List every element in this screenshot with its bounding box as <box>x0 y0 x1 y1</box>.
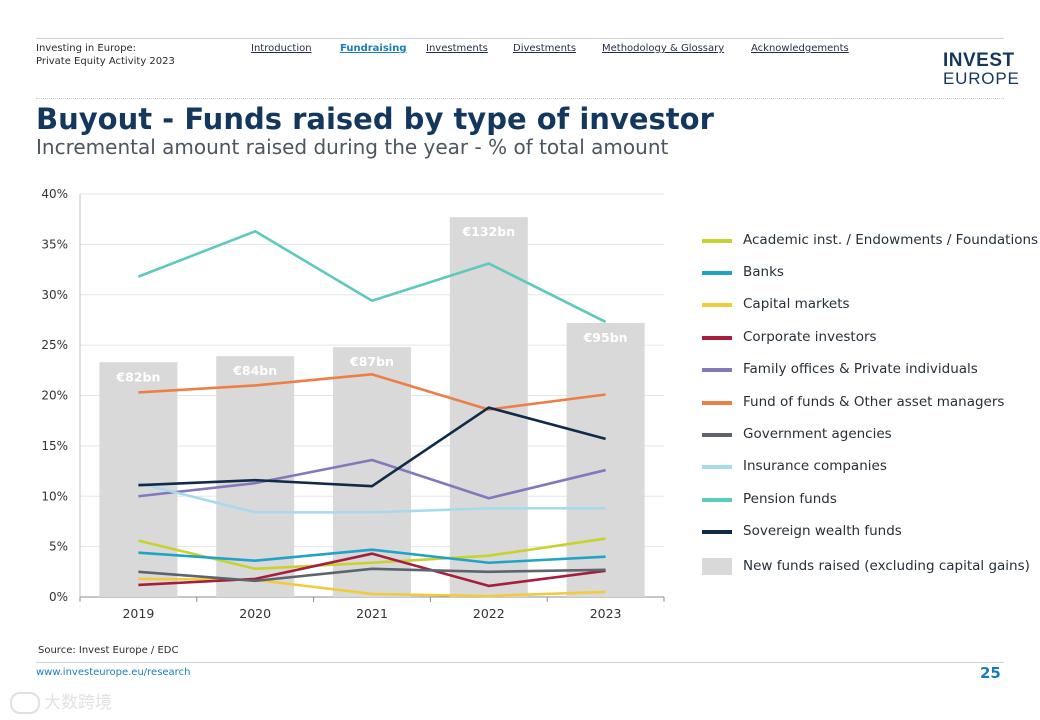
series-line-pension-funds <box>137 229 607 324</box>
legend-swatch <box>702 498 732 502</box>
bar-data-label: €95bn <box>583 330 628 345</box>
legend-label: Academic inst. / Endowments / Foundation… <box>743 232 1039 248</box>
watermark: 大数跨境 <box>10 688 112 714</box>
x-tick-label: 2020 <box>239 606 271 621</box>
bar-data-label: €84bn <box>232 363 277 378</box>
series-line-banks <box>138 548 606 565</box>
y-tick-label: 35% <box>41 237 68 251</box>
y-tick-label: 30% <box>41 288 68 302</box>
watermark-text: 大数跨境 <box>44 693 112 713</box>
report-title-line1: Investing in Europe: <box>36 43 136 54</box>
watermark-icon <box>10 692 40 714</box>
legend-swatch <box>702 368 732 372</box>
y-tick-label: 5% <box>49 540 68 554</box>
page-subtitle: Incremental amount raised during the yea… <box>36 135 669 159</box>
series-line-corporate-investors <box>138 552 606 588</box>
legend-swatch <box>702 530 732 534</box>
title-divider <box>36 98 1004 99</box>
legend-swatch <box>702 558 732 575</box>
logo-line1: INVEST <box>943 50 1015 71</box>
page-title: Buyout - Funds raised by type of investo… <box>36 102 714 136</box>
bar-data-label: €132bn <box>461 224 515 239</box>
legend-swatch <box>702 465 732 469</box>
bar-new-funds <box>333 347 411 597</box>
bar-data-label: €87bn <box>349 354 394 369</box>
bar-data-label: €82bn <box>115 369 160 384</box>
legend-swatch <box>702 401 732 405</box>
x-tick-label: 2019 <box>122 606 154 621</box>
nav-acknowledgements[interactable]: Acknowledgements <box>751 43 849 54</box>
y-tick-label: 15% <box>41 439 68 453</box>
legend-label: Banks <box>743 264 784 280</box>
x-tick-label: 2021 <box>356 606 388 621</box>
legend-label: Fund of funds & Other asset managers <box>743 394 1005 410</box>
header-divider <box>36 38 1004 39</box>
legend-swatch <box>702 303 732 307</box>
legend-label: Pension funds <box>743 491 837 507</box>
y-tick-label: 10% <box>41 489 68 503</box>
footer-url-link[interactable]: www.investeurope.eu/research <box>36 667 191 678</box>
legend-label: Government agencies <box>743 426 892 442</box>
series-line-insurance-companies <box>138 481 606 514</box>
x-tick-label: 2023 <box>590 606 622 621</box>
legend-swatch <box>702 433 732 437</box>
legend-swatch <box>702 271 732 275</box>
legend-label: Sovereign wealth funds <box>743 523 902 539</box>
x-tick-label: 2022 <box>473 606 505 621</box>
legend-swatch <box>702 239 732 243</box>
logo-line2: EUROPE <box>943 69 1020 88</box>
series-line-fund-of-funds-other-asset-managers <box>138 373 606 411</box>
y-tick-label: 40% <box>41 187 68 201</box>
series-line-capital-markets <box>138 577 606 598</box>
report-title: Investing in Europe: Private Equity Acti… <box>36 42 175 68</box>
nav-methodology[interactable]: Methodology & Glossary <box>602 43 725 54</box>
series-line-government-agencies <box>138 567 606 583</box>
series-line-family-offices-private-individuals <box>138 458 606 500</box>
y-tick-label: 0% <box>49 590 68 604</box>
nav-investments[interactable]: Investments <box>426 43 488 54</box>
bar-new-funds <box>566 322 645 597</box>
source-note: Source: Invest Europe / EDC <box>38 645 179 656</box>
legend-swatch <box>702 336 732 340</box>
legend-label: New funds raised (excluding capital gain… <box>743 558 1030 574</box>
footer-divider <box>36 662 1004 663</box>
page-number: 25 <box>980 664 1001 682</box>
y-tick-label: 25% <box>41 338 68 352</box>
legend-label: Corporate investors <box>743 329 877 345</box>
nav-fundraising[interactable]: Fundraising <box>340 43 407 54</box>
y-tick-label: 20% <box>41 389 68 403</box>
nav-introduction[interactable]: Introduction <box>251 43 312 54</box>
series-line-sovereign-wealth-funds <box>138 406 606 488</box>
bar-new-funds <box>216 356 295 597</box>
invest-europe-logo: INVEST EUROPE <box>943 50 1020 92</box>
bar-new-funds <box>99 362 178 597</box>
report-title-line2: Private Equity Activity 2023 <box>36 56 175 67</box>
legend-label: Insurance companies <box>743 458 887 474</box>
series-line-academic-inst-endowments-foundations <box>138 537 606 571</box>
legend-label: Family offices & Private individuals <box>743 361 978 377</box>
nav-divestments[interactable]: Divestments <box>513 43 577 54</box>
legend-label: Capital markets <box>743 296 850 312</box>
